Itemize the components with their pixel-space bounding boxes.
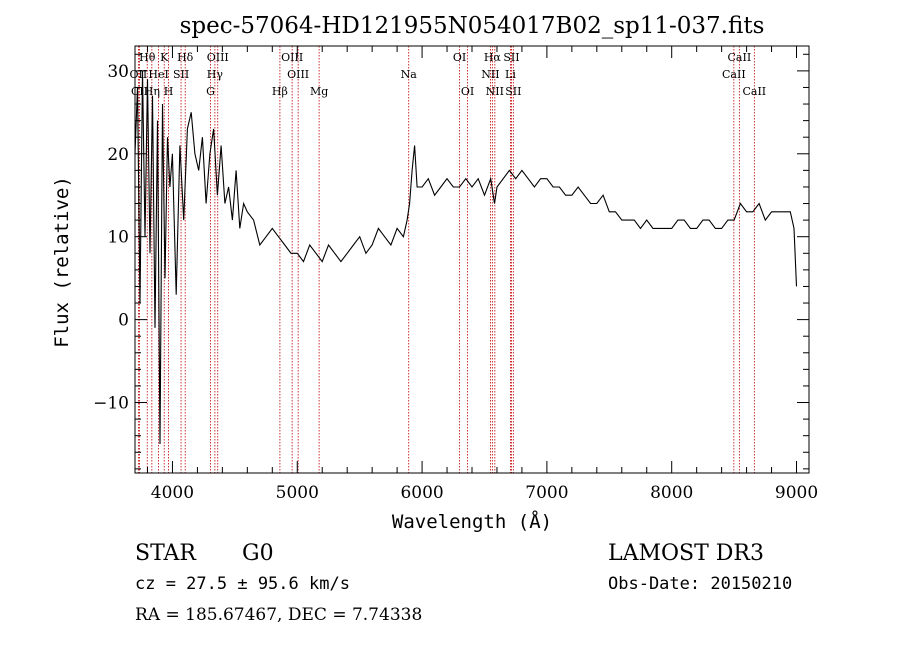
- marker-label-10: Hγ: [207, 68, 224, 81]
- marker-label-9: OIII: [207, 51, 229, 64]
- x-tick-label-1: 5000: [276, 483, 319, 503]
- x-tick-label-3: 7000: [525, 483, 568, 503]
- y-tick-label-0: −10: [93, 394, 129, 414]
- redshift-cz: cz = 27.5 ± 95.6 km/s: [135, 574, 350, 594]
- marker-label-5: HeI: [148, 68, 168, 81]
- x-tick-label-4: 8000: [650, 483, 693, 503]
- marker-label-4: K: [160, 51, 169, 64]
- marker-label-26: CaII: [722, 68, 746, 81]
- line-markers: [137, 46, 755, 473]
- marker-label-13: OIII: [281, 51, 303, 64]
- marker-label-6: H: [164, 85, 174, 98]
- marker-label-21: NII: [486, 85, 504, 98]
- marker-label-8: Hδ: [177, 51, 194, 64]
- y-axis-label: Flux (relative): [51, 176, 73, 348]
- marker-label-19: Hα: [484, 51, 502, 64]
- marker-label-7: SII: [173, 68, 189, 81]
- y-tick-label-1: 0: [118, 311, 129, 331]
- marker-label-12: Hβ: [272, 85, 288, 98]
- marker-label-23: Li: [505, 68, 516, 81]
- x-axis-ticks: 4000 5000 6000 7000 8000 9000: [146, 46, 818, 503]
- spectrum-line: [134, 70, 798, 445]
- y-tick-label-4: 30: [107, 62, 129, 82]
- plot-frame: [134, 45, 810, 474]
- marker-label-16: Na: [401, 68, 418, 81]
- y-tick-label-3: 20: [107, 145, 129, 165]
- marker-label-20: NII: [481, 68, 499, 81]
- x-tick-label-2: 6000: [400, 483, 443, 503]
- marker-label-18: OI: [461, 85, 474, 98]
- marker-label-25: CaII: [728, 51, 752, 64]
- survey-name: LAMOST DR3: [608, 541, 764, 566]
- marker-label-0: Hθ: [139, 51, 156, 64]
- marker-label-14: OIII: [287, 68, 309, 81]
- marker-label-22: SII: [503, 51, 519, 64]
- x-axis-label: Wavelength (Å): [392, 510, 552, 533]
- marker-label-15: Mg: [310, 85, 328, 98]
- marker-label-11: G: [206, 85, 215, 98]
- object-class: STAR: [135, 541, 197, 566]
- marker-label-17: OI: [453, 51, 466, 64]
- marker-label-27: CaII: [742, 85, 766, 98]
- marker-label-3: Hη: [144, 85, 160, 98]
- object-subclass: G0: [242, 541, 274, 566]
- coordinates: RA = 185.67467, DEC = 7.74338: [135, 605, 422, 625]
- chart-title: spec-57064-HD121955N054017B02_sp11-037.f…: [180, 13, 765, 39]
- x-tick-label-5: 9000: [775, 483, 818, 503]
- marker-label-24: SII: [505, 85, 521, 98]
- marker-label-1: OII: [130, 68, 148, 81]
- spectrum-series: [134, 70, 798, 445]
- x-tick-label-0: 4000: [151, 483, 194, 503]
- y-tick-label-2: 10: [107, 228, 129, 248]
- obs-date: Obs-Date: 20150210: [608, 574, 792, 594]
- y-axis-ticks: −10 0 10 20 30: [93, 53, 809, 470]
